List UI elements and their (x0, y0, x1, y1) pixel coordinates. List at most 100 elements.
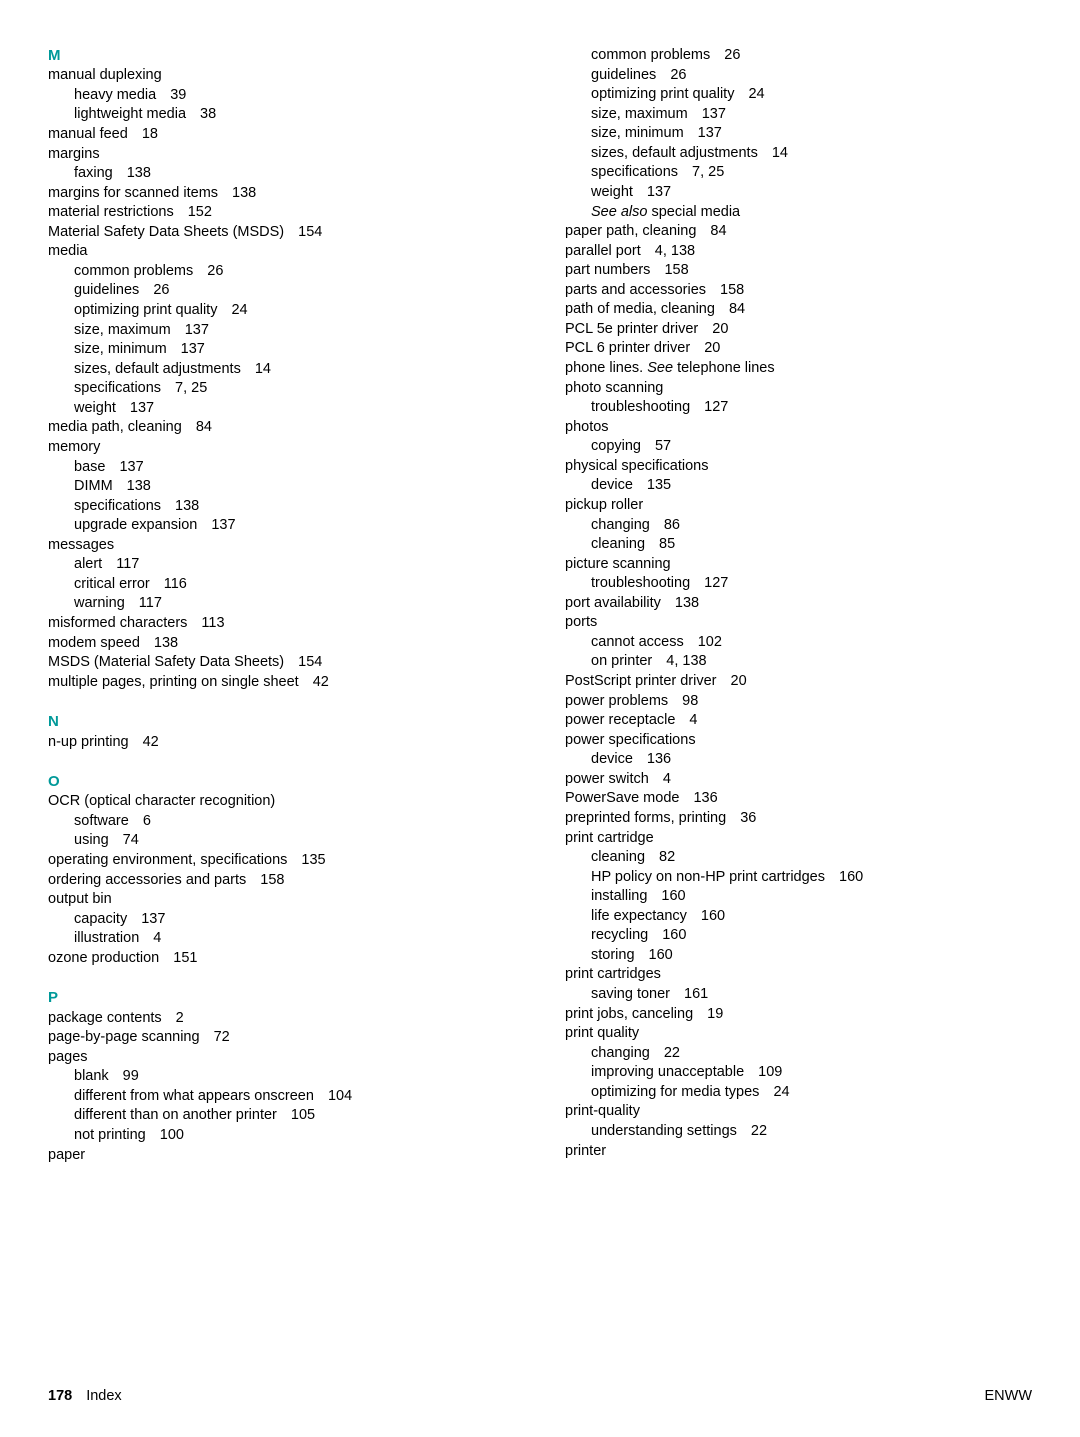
index-subentry: sizes, default adjustments14 (591, 144, 1032, 164)
page-ref: 117 (116, 556, 139, 572)
page-ref: 136 (647, 751, 671, 767)
index-subentry: specifications138 (74, 497, 515, 517)
index-entry: PowerSave mode136 (565, 789, 1032, 809)
index-entry: port availability138 (565, 594, 1032, 614)
page-ref: 42 (313, 674, 329, 690)
index-subentry: capacity137 (74, 910, 515, 930)
index-subentry: size, maximum137 (74, 321, 515, 341)
index-subentry: size, maximum137 (591, 105, 1032, 125)
index-subentry: alert117 (74, 555, 515, 575)
page-ref: 154 (298, 224, 322, 240)
page-ref: 24 (773, 1084, 789, 1100)
index-entry: Material Safety Data Sheets (MSDS)154 (48, 223, 515, 243)
page-ref: 72 (214, 1029, 230, 1045)
index-subentry: device136 (591, 750, 1032, 770)
index-letter: P (48, 988, 515, 1008)
index-subentry: upgrade expansion137 (74, 516, 515, 536)
index-entry: paper path, cleaning84 (565, 222, 1032, 242)
index-entry: modem speed138 (48, 634, 515, 654)
index-subentry: troubleshooting127 (591, 574, 1032, 594)
index-letter: O (48, 772, 515, 792)
index-subentry: changing86 (591, 516, 1032, 536)
index-entry: power problems98 (565, 692, 1032, 712)
page-ref: 138 (127, 165, 151, 181)
page-ref: 14 (772, 145, 788, 161)
page-ref: 4, 138 (655, 243, 695, 259)
index-entry: photo scanning (565, 379, 1032, 399)
index-subentry: lightweight media38 (74, 105, 515, 125)
index-subentry: recycling160 (591, 926, 1032, 946)
index-subentry: copying57 (591, 437, 1032, 457)
index-entry: print-quality (565, 1102, 1032, 1122)
page-ref: 138 (675, 595, 699, 611)
page-ref: 4 (153, 930, 161, 946)
index-entry: print cartridge (565, 829, 1032, 849)
index-entry: PostScript printer driver20 (565, 672, 1032, 692)
index-subentry: understanding settings22 (591, 1122, 1032, 1142)
index-subentry: optimizing print quality24 (591, 85, 1032, 105)
page-ref: 117 (139, 595, 162, 611)
page-ref: 20 (712, 321, 728, 337)
page-ref: 98 (682, 693, 698, 709)
page-ref: 20 (731, 673, 747, 689)
index-subentry: not printing100 (74, 1126, 515, 1146)
index-subentry: life expectancy160 (591, 907, 1032, 927)
index-column-right: common problems26guidelines26optimizing … (565, 46, 1032, 1165)
index-column-left: Mmanual duplexingheavy media39lightweigh… (48, 46, 515, 1165)
index-subentry: common problems26 (74, 262, 515, 282)
index-entry: phone lines. See telephone lines (565, 359, 1032, 379)
page-ref: 136 (693, 790, 717, 806)
index-subentry: faxing138 (74, 164, 515, 184)
footer-left: 178Index (48, 1387, 122, 1407)
index-subentry: heavy media39 (74, 86, 515, 106)
page-ref: 26 (670, 67, 686, 83)
page-ref: 39 (170, 87, 186, 103)
index-entry: manual feed18 (48, 125, 515, 145)
index-entry: memory (48, 438, 515, 458)
page-ref: 109 (758, 1064, 782, 1080)
index-subentry: weight137 (591, 183, 1032, 203)
index-entry: media path, cleaning84 (48, 418, 515, 438)
page-ref: 26 (153, 282, 169, 298)
page-ref: 26 (207, 263, 223, 279)
index-subentry: troubleshooting127 (591, 398, 1032, 418)
index-entry: messages (48, 536, 515, 556)
page-ref: 4 (663, 771, 671, 787)
index-entry: n-up printing42 (48, 733, 515, 753)
page-ref: 160 (839, 869, 863, 885)
page-ref: 84 (729, 301, 745, 317)
index-entry: part numbers158 (565, 261, 1032, 281)
page-ref: 7, 25 (175, 380, 207, 396)
index-subentry: illustration4 (74, 929, 515, 949)
index-subentry: storing160 (591, 946, 1032, 966)
page-ref: 154 (298, 654, 322, 670)
page-ref: 84 (710, 223, 726, 239)
page-ref: 158 (720, 282, 744, 298)
index-entry: margins for scanned items138 (48, 184, 515, 204)
index-subentry: See also special media (591, 203, 1032, 223)
page-ref: 151 (173, 950, 197, 966)
page-ref: 24 (748, 86, 764, 102)
page-ref: 74 (123, 832, 139, 848)
page-ref: 137 (702, 106, 726, 122)
index-entry: material restrictions152 (48, 203, 515, 223)
index-subentry: software6 (74, 812, 515, 832)
index-entry: ozone production151 (48, 949, 515, 969)
page-ref: 4 (689, 712, 697, 728)
page-ref: 19 (707, 1006, 723, 1022)
page-ref: 138 (154, 635, 178, 651)
index-subentry: guidelines26 (74, 281, 515, 301)
index-subentry: base137 (74, 458, 515, 478)
index-entry: ordering accessories and parts158 (48, 871, 515, 891)
index-subentry: warning117 (74, 594, 515, 614)
page-ref: 127 (704, 575, 728, 591)
page-ref: 36 (740, 810, 756, 826)
page-ref: 84 (196, 419, 212, 435)
index-entry: output bin (48, 890, 515, 910)
page-ref: 57 (655, 438, 671, 454)
page-ref: 2 (176, 1010, 184, 1026)
index-subentry: optimizing for media types24 (591, 1083, 1032, 1103)
index-entry: manual duplexing (48, 66, 515, 86)
page-ref: 85 (659, 536, 675, 552)
index-entry: package contents2 (48, 1009, 515, 1029)
